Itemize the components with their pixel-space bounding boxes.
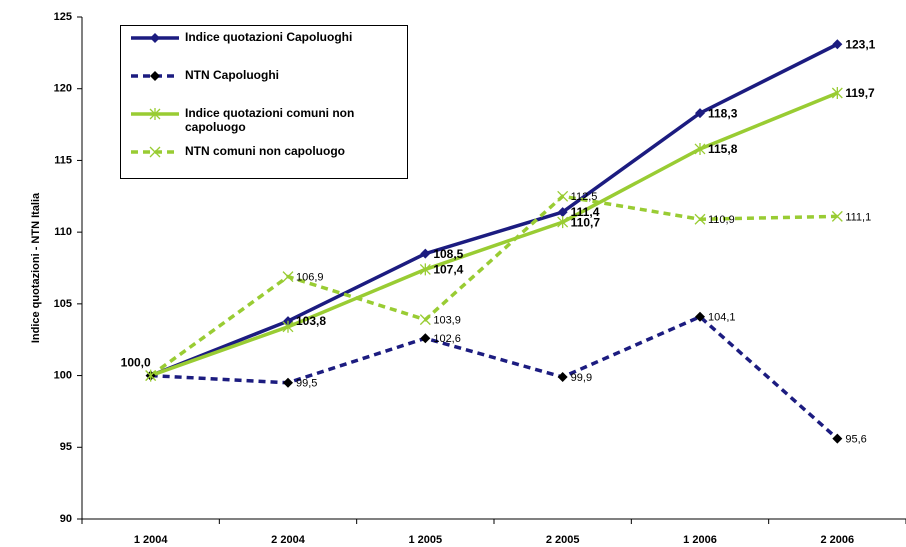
marker (695, 311, 705, 322)
legend-swatch (131, 33, 179, 43)
legend-swatch (131, 108, 179, 120)
marker (831, 210, 843, 222)
data-label: 112,5 (571, 191, 598, 203)
data-label: 115,8 (708, 142, 738, 156)
x-tick-label: 1 2004 (134, 534, 169, 546)
marker (149, 108, 161, 120)
marker (419, 314, 431, 326)
data-label: 104,1 (708, 312, 736, 324)
data-label: 99,9 (571, 372, 592, 384)
legend-label: NTN comuni non capoluogo (185, 144, 345, 158)
legend-label: Indice quotazioni Capoluoghi (185, 30, 353, 44)
data-label: 107,4 (433, 263, 463, 277)
legend-entry: Indice quotazioni Capoluoghi (129, 30, 407, 68)
data-label: 123,1 (845, 37, 875, 51)
marker (420, 333, 431, 344)
data-label: 110,7 (571, 215, 601, 229)
marker (694, 142, 706, 155)
series-line (150, 91, 838, 378)
x-tick-label: 2 2006 (821, 534, 855, 546)
data-label: 99,5 (296, 378, 317, 390)
y-tick-label: 90 (60, 513, 72, 525)
marker (694, 213, 706, 225)
data-label: 103,8 (296, 314, 326, 328)
legend-label: NTN Capoluoghi (185, 68, 279, 82)
x-tick-label: 2 2005 (546, 534, 580, 546)
marker (831, 87, 843, 100)
marker (283, 377, 293, 388)
marker (832, 433, 843, 444)
x-tick-label: 2 2004 (271, 534, 306, 546)
y-tick-label: 105 (54, 298, 72, 310)
series-line (150, 42, 839, 378)
data-label: 100,0 (121, 356, 151, 370)
data-label: 119,7 (845, 86, 875, 100)
data-label: 106,9 (296, 272, 324, 284)
y-tick-label: 110 (54, 226, 72, 238)
y-tick-label: 125 (54, 11, 72, 23)
marker (282, 320, 294, 333)
x-tick-label: 1 2006 (683, 534, 717, 546)
data-label: 95,6 (845, 434, 866, 446)
data-label: 118,3 (708, 106, 738, 120)
data-label: 110,9 (708, 214, 735, 226)
y-axis-title: Indice quotazioni - NTN Italia (30, 192, 42, 343)
marker (145, 370, 157, 382)
y-tick-label: 95 (60, 441, 72, 453)
data-label: 102,6 (433, 333, 461, 345)
legend-label: Indice quotazioni comuni non capoluogo (185, 106, 355, 134)
data-label: 103,9 (433, 315, 461, 327)
marker (557, 216, 569, 229)
x-tick-label: 1 2005 (409, 534, 443, 546)
data-label: 111,4 (571, 205, 600, 219)
marker (150, 33, 160, 43)
data-label: 108,5 (433, 247, 463, 261)
legend-entry: NTN comuni non capoluogo (129, 144, 407, 182)
marker (419, 263, 431, 276)
legend-swatch (131, 146, 179, 158)
legend-entry: NTN Capoluoghi (129, 68, 407, 106)
marker (150, 71, 160, 81)
marker (557, 207, 568, 218)
legend: Indice quotazioni Capoluoghi NTN Capoluog… (120, 25, 408, 179)
y-tick-label: 120 (54, 83, 72, 95)
legend-entry: Indice quotazioni comuni non capoluogo (129, 106, 407, 144)
marker (832, 39, 843, 50)
data-label: 111,1 (845, 211, 871, 223)
marker (557, 372, 568, 383)
marker (695, 108, 705, 119)
marker (282, 271, 294, 283)
y-tick-label: 100 (54, 369, 72, 381)
y-tick-label: 115 (54, 154, 72, 166)
marker (420, 248, 431, 259)
marker (149, 146, 161, 158)
series-line (150, 314, 839, 440)
legend-swatch (131, 71, 179, 81)
marker (557, 190, 569, 202)
